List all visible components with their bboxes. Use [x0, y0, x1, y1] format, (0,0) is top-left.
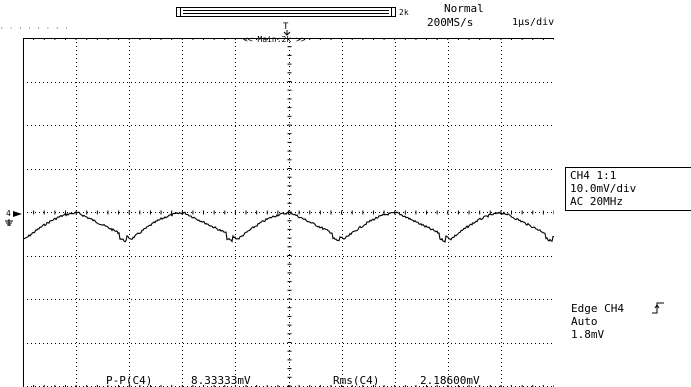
trigger-position-icon: T [280, 20, 294, 36]
ground-level-marker-icon: 4 [5, 207, 23, 231]
rms-measure-label: Rms(C4) [333, 374, 380, 387]
rms-measure-value: 2.18600mV [420, 374, 480, 387]
oscilloscope-display [23, 38, 554, 387]
channel-info-box: CH4 1:1 10.0mV/div AC 20MHz [565, 167, 691, 211]
trigger-source: Edge CH4 [571, 302, 624, 315]
record-length-label: 2k [399, 8, 409, 17]
sample-rate: 200MS/s [427, 16, 474, 29]
rising-edge-icon [651, 302, 665, 317]
pp-measure-label: P-P(C4) [106, 374, 153, 387]
channel-coupling-line: AC 20MHz [570, 195, 623, 208]
time-per-div: 1µs/div [512, 17, 555, 28]
channel-vdiv-line: 10.0mV/div [570, 182, 637, 195]
zoom-main-label: << Main:2k >> [243, 35, 306, 44]
faint-header-dots: · · · · · · · · [0, 25, 70, 32]
trigger-level-line: 1.8mV [571, 328, 605, 341]
trigger-info: Edge CH4 Auto 1.8mV [571, 302, 664, 341]
svg-text:4: 4 [6, 209, 11, 218]
svg-text:T: T [283, 22, 289, 32]
trigger-mode: Normal [444, 2, 484, 15]
pp-measure-value: 8.33333mV [191, 374, 251, 387]
trigger-mode-line: Auto [571, 315, 598, 328]
channel-scale-line: CH4 1:1 [570, 169, 617, 182]
record-length-bar [176, 7, 396, 17]
ch4-waveform-trace [23, 211, 554, 244]
